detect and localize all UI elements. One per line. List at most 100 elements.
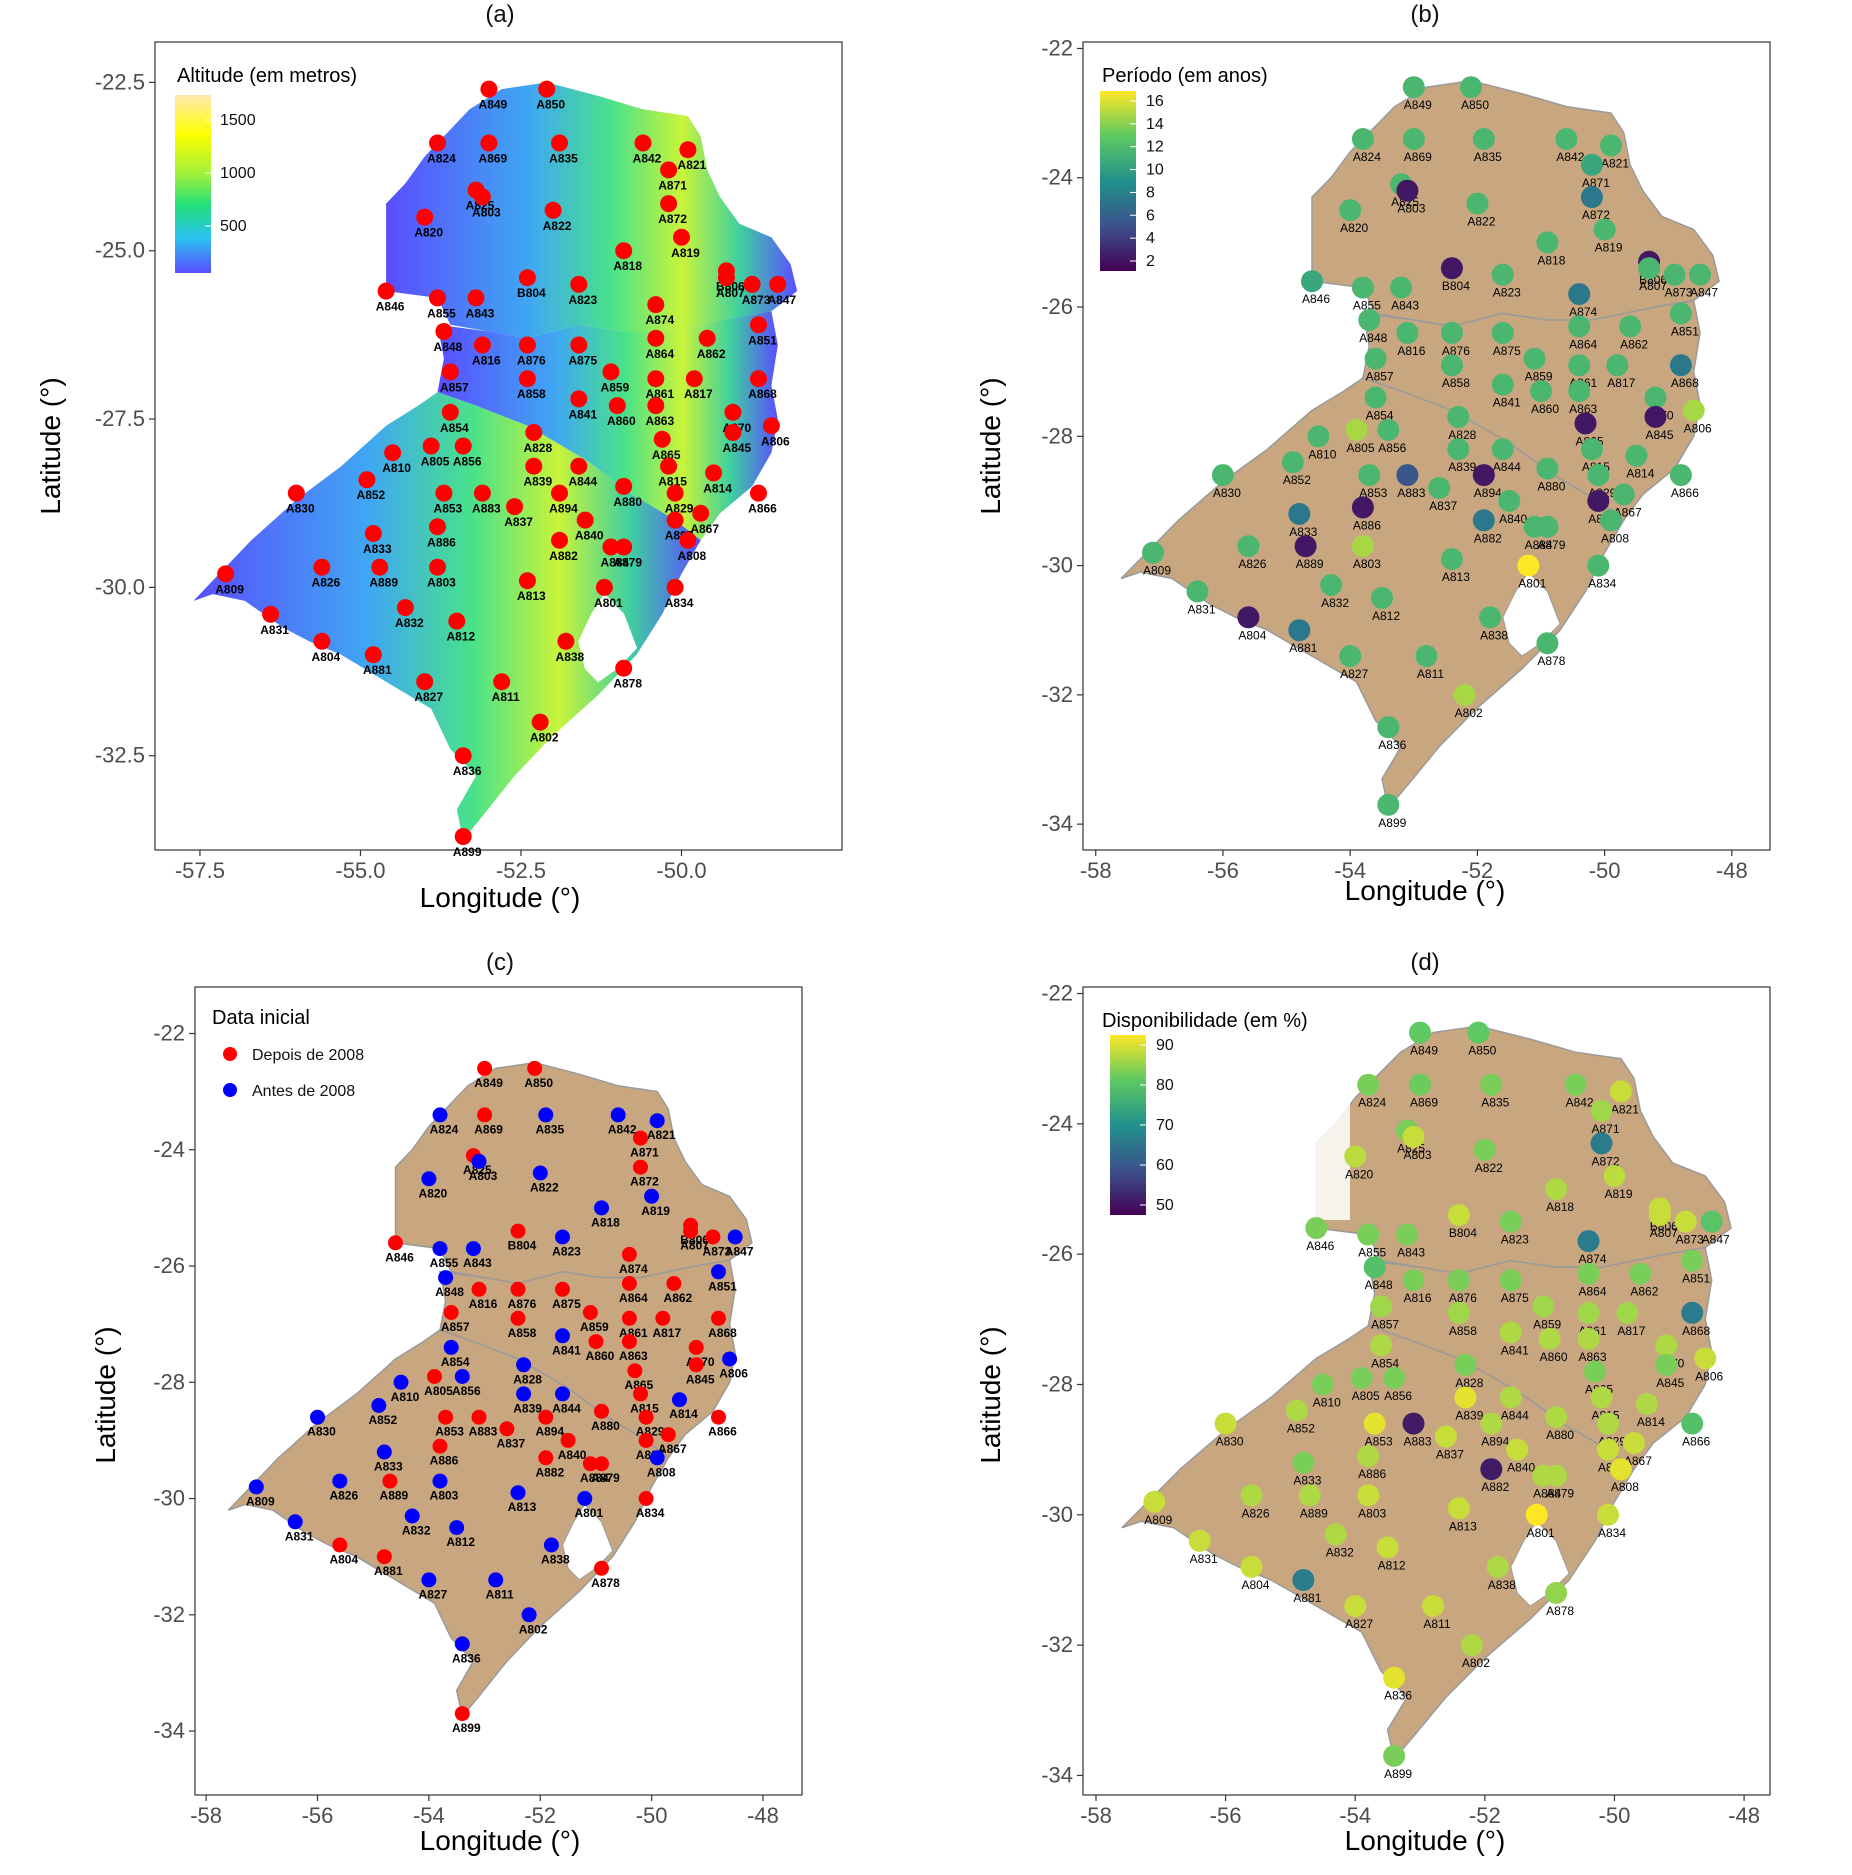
x-axis-title: Longitude (°) bbox=[420, 882, 581, 913]
station-label: A803 bbox=[469, 1169, 498, 1183]
x-tick-label: -50 bbox=[1589, 858, 1621, 883]
station-point bbox=[649, 1113, 665, 1129]
station-point bbox=[666, 511, 684, 529]
station-point bbox=[685, 370, 703, 388]
station-point bbox=[655, 1310, 671, 1326]
station-point bbox=[1434, 1425, 1457, 1448]
station-point bbox=[633, 1159, 648, 1175]
y-tick-label: -27.5 bbox=[95, 406, 145, 431]
legend-label: 500 bbox=[220, 218, 247, 235]
y-tick-label: -34 bbox=[153, 1718, 185, 1743]
station-point bbox=[421, 1572, 437, 1588]
legend-label: 50 bbox=[1156, 1197, 1174, 1214]
station-point bbox=[516, 1357, 532, 1373]
station-label: A832 bbox=[395, 616, 424, 630]
station-point bbox=[1491, 438, 1514, 461]
station-point bbox=[555, 1281, 570, 1297]
station-point bbox=[1545, 1464, 1568, 1487]
station-label: A845 bbox=[723, 441, 752, 455]
station-label: A874 bbox=[645, 313, 674, 327]
station-label: A828 bbox=[1448, 428, 1476, 442]
station-point bbox=[510, 1485, 526, 1501]
station-label: A845 bbox=[1656, 1376, 1684, 1390]
station-label: A814 bbox=[669, 1407, 698, 1421]
station-point bbox=[1472, 128, 1495, 150]
station-label: A889 bbox=[369, 576, 398, 590]
station-label: A820 bbox=[1340, 221, 1368, 235]
station-point bbox=[1681, 1301, 1704, 1324]
station-point bbox=[1694, 1347, 1717, 1370]
station-label: A823 bbox=[1501, 1233, 1529, 1247]
station-point bbox=[673, 228, 690, 246]
station-point bbox=[705, 464, 723, 482]
legend-colorbar bbox=[1100, 91, 1136, 271]
station-label: A858 bbox=[517, 387, 546, 401]
station-point bbox=[371, 558, 389, 576]
station-label: A807 bbox=[1650, 1226, 1678, 1240]
station-point bbox=[653, 430, 671, 448]
station-point bbox=[393, 1374, 409, 1390]
station-label: A853 bbox=[435, 1425, 464, 1439]
station-label: A859 bbox=[580, 1320, 609, 1334]
station-label: A864 bbox=[645, 347, 674, 361]
station-point bbox=[1606, 354, 1629, 377]
legend-swatch bbox=[223, 1083, 237, 1097]
station-label: A889 bbox=[1300, 1506, 1328, 1520]
station-label: A889 bbox=[380, 1489, 409, 1503]
station-point bbox=[480, 80, 498, 98]
station-point bbox=[471, 1153, 487, 1169]
station-point bbox=[1377, 793, 1400, 816]
station-label: A821 bbox=[647, 1128, 676, 1142]
station-point bbox=[1292, 1569, 1315, 1591]
station-label: A859 bbox=[1533, 1317, 1561, 1331]
station-label: A836 bbox=[1384, 1689, 1412, 1703]
station-point bbox=[615, 242, 633, 260]
station-point bbox=[1655, 1334, 1678, 1357]
y-tick-label: -32.5 bbox=[95, 743, 145, 768]
station-label: A899 bbox=[452, 1721, 481, 1735]
station-point bbox=[615, 659, 633, 677]
station-label: A835 bbox=[549, 152, 578, 166]
station-point bbox=[1682, 399, 1705, 422]
station-point bbox=[432, 1473, 448, 1489]
station-label: A886 bbox=[430, 1454, 459, 1468]
y-tick-label: -22 bbox=[1041, 981, 1073, 1006]
station-label: A878 bbox=[613, 677, 642, 691]
station-label: A814 bbox=[1637, 1415, 1665, 1429]
station-label: A843 bbox=[1397, 1246, 1425, 1260]
legend-label: 70 bbox=[1156, 1117, 1174, 1134]
panel-title: (c) bbox=[486, 949, 514, 976]
station-label: A859 bbox=[601, 380, 630, 394]
station-point bbox=[1363, 1412, 1386, 1435]
x-tick-label: -52.5 bbox=[496, 858, 546, 883]
x-tick-label: -56 bbox=[1210, 1803, 1242, 1828]
station-label: A819 bbox=[1604, 1187, 1632, 1201]
station-label: A874 bbox=[619, 1262, 648, 1276]
station-label: A827 bbox=[1340, 667, 1368, 681]
station-label: A843 bbox=[1391, 299, 1419, 313]
station-label: B804 bbox=[1449, 1226, 1477, 1240]
station-label: A863 bbox=[645, 414, 674, 428]
station-point bbox=[1460, 76, 1482, 99]
station-point bbox=[1363, 1256, 1386, 1279]
station-point bbox=[465, 1241, 481, 1257]
station-label: A871 bbox=[658, 178, 687, 192]
station-label: A833 bbox=[374, 1460, 403, 1474]
station-label: A856 bbox=[453, 455, 482, 469]
legend-background bbox=[210, 1002, 410, 1102]
station-point bbox=[1460, 1634, 1483, 1657]
station-point bbox=[666, 578, 684, 596]
legend-label: 10 bbox=[1146, 162, 1164, 179]
station-point bbox=[1288, 619, 1311, 642]
station-label: A852 bbox=[368, 1413, 397, 1427]
station-point bbox=[454, 747, 472, 765]
station-point bbox=[1351, 496, 1374, 519]
station-label: A834 bbox=[1588, 577, 1616, 591]
station-label: A871 bbox=[1582, 176, 1610, 190]
station-label: A834 bbox=[1598, 1526, 1626, 1540]
station-point bbox=[1536, 231, 1559, 254]
station-point bbox=[521, 1607, 537, 1623]
station-label: A826 bbox=[1241, 1506, 1269, 1520]
station-point bbox=[1370, 1295, 1393, 1318]
x-tick-label: -52 bbox=[524, 1803, 556, 1828]
